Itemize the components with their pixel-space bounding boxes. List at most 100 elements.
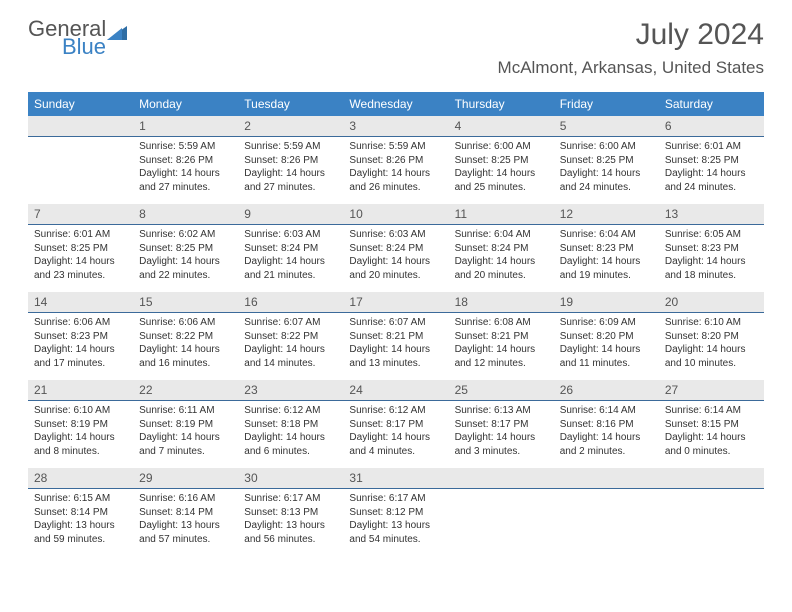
data-cell: Sunrise: 6:05 AMSunset: 8:23 PMDaylight:… [659, 225, 764, 293]
cell-line: and 25 minutes. [455, 181, 548, 195]
cell-line: Sunset: 8:17 PM [455, 418, 548, 432]
cell-line: Daylight: 13 hours [349, 519, 442, 533]
cell-line: and 16 minutes. [139, 357, 232, 371]
daynum-cell: 13 [659, 204, 764, 225]
cell-line: Sunset: 8:23 PM [34, 330, 127, 344]
cell-line: Sunset: 8:21 PM [349, 330, 442, 344]
cell-line: Sunset: 8:25 PM [34, 242, 127, 256]
cell-line: and 18 minutes. [665, 269, 758, 283]
cell-line: Daylight: 14 hours [139, 431, 232, 445]
cell-line: Daylight: 14 hours [455, 167, 548, 181]
dow-cell: Wednesday [343, 92, 448, 116]
cell-line: and 26 minutes. [349, 181, 442, 195]
cell-line: and 8 minutes. [34, 445, 127, 459]
data-cell: Sunrise: 6:08 AMSunset: 8:21 PMDaylight:… [449, 313, 554, 381]
cell-line: Sunrise: 6:17 AM [244, 492, 337, 506]
data-cell: Sunrise: 6:07 AMSunset: 8:21 PMDaylight:… [343, 313, 448, 381]
daynum-cell [659, 468, 764, 489]
daynum-cell: 23 [238, 380, 343, 401]
data-cell: Sunrise: 6:17 AMSunset: 8:13 PMDaylight:… [238, 489, 343, 557]
dow-cell: Thursday [449, 92, 554, 116]
dow-cell: Sunday [28, 92, 133, 116]
cell-line: and 3 minutes. [455, 445, 548, 459]
data-cell: Sunrise: 6:03 AMSunset: 8:24 PMDaylight:… [238, 225, 343, 293]
cell-line: Sunset: 8:23 PM [665, 242, 758, 256]
cell-line: Sunset: 8:14 PM [34, 506, 127, 520]
cell-line: Daylight: 14 hours [665, 343, 758, 357]
dow-cell: Tuesday [238, 92, 343, 116]
daynum-cell: 31 [343, 468, 448, 489]
month-title: July 2024 [498, 18, 764, 52]
cell-line: Sunrise: 6:05 AM [665, 228, 758, 242]
title-block: July 2024 McAlmont, Arkansas, United Sta… [498, 18, 764, 78]
data-cell: Sunrise: 6:11 AMSunset: 8:19 PMDaylight:… [133, 401, 238, 469]
data-cell: Sunrise: 6:03 AMSunset: 8:24 PMDaylight:… [343, 225, 448, 293]
cell-line: and 19 minutes. [560, 269, 653, 283]
logo: General Blue [28, 18, 127, 58]
dow-cell: Friday [554, 92, 659, 116]
cell-line: Sunset: 8:26 PM [244, 154, 337, 168]
data-cell: Sunrise: 6:15 AMSunset: 8:14 PMDaylight:… [28, 489, 133, 557]
cell-line: Sunset: 8:21 PM [455, 330, 548, 344]
daynum-cell: 22 [133, 380, 238, 401]
cell-line: Sunset: 8:26 PM [139, 154, 232, 168]
data-cell: Sunrise: 6:02 AMSunset: 8:25 PMDaylight:… [133, 225, 238, 293]
cell-line: Sunrise: 6:15 AM [34, 492, 127, 506]
cell-line: Daylight: 14 hours [665, 167, 758, 181]
dow-cell: Saturday [659, 92, 764, 116]
data-row: Sunrise: 5:59 AMSunset: 8:26 PMDaylight:… [28, 137, 764, 205]
data-cell: Sunrise: 6:10 AMSunset: 8:20 PMDaylight:… [659, 313, 764, 381]
cell-line: Sunrise: 6:07 AM [349, 316, 442, 330]
cell-line: and 0 minutes. [665, 445, 758, 459]
cell-line: and 13 minutes. [349, 357, 442, 371]
cell-line: Daylight: 13 hours [34, 519, 127, 533]
cell-line: Daylight: 14 hours [455, 431, 548, 445]
daynum-cell: 27 [659, 380, 764, 401]
cell-line: Sunset: 8:18 PM [244, 418, 337, 432]
daynum-cell [554, 468, 659, 489]
daynum-cell: 26 [554, 380, 659, 401]
daynum-cell: 19 [554, 292, 659, 313]
cell-line: Daylight: 14 hours [34, 343, 127, 357]
cell-line: Sunset: 8:24 PM [244, 242, 337, 256]
cell-line: Sunset: 8:15 PM [665, 418, 758, 432]
daynum-cell [449, 468, 554, 489]
cell-line: Daylight: 14 hours [665, 431, 758, 445]
cell-line: and 14 minutes. [244, 357, 337, 371]
cell-line: Sunset: 8:19 PM [139, 418, 232, 432]
cell-line: and 2 minutes. [560, 445, 653, 459]
cell-line: Sunset: 8:20 PM [665, 330, 758, 344]
dow-row: SundayMondayTuesdayWednesdayThursdayFrid… [28, 92, 764, 116]
data-cell: Sunrise: 5:59 AMSunset: 8:26 PMDaylight:… [238, 137, 343, 205]
cell-line: Sunrise: 6:02 AM [139, 228, 232, 242]
daynum-row: 14151617181920 [28, 292, 764, 313]
daynum-cell: 14 [28, 292, 133, 313]
cell-line: Sunrise: 6:01 AM [665, 140, 758, 154]
dow-cell: Monday [133, 92, 238, 116]
daynum-cell [28, 116, 133, 137]
cell-line: and 27 minutes. [244, 181, 337, 195]
cell-line: Sunrise: 5:59 AM [244, 140, 337, 154]
cell-line: Sunrise: 6:12 AM [244, 404, 337, 418]
cell-line: Daylight: 13 hours [244, 519, 337, 533]
cell-line: Sunset: 8:25 PM [455, 154, 548, 168]
data-cell: Sunrise: 6:04 AMSunset: 8:24 PMDaylight:… [449, 225, 554, 293]
cell-line: and 59 minutes. [34, 533, 127, 547]
daynum-cell: 16 [238, 292, 343, 313]
daynum-cell: 29 [133, 468, 238, 489]
daynum-cell: 5 [554, 116, 659, 137]
cell-line: Sunset: 8:24 PM [455, 242, 548, 256]
cell-line: Sunrise: 6:08 AM [455, 316, 548, 330]
data-cell: Sunrise: 6:06 AMSunset: 8:23 PMDaylight:… [28, 313, 133, 381]
cell-line: Daylight: 14 hours [560, 343, 653, 357]
cell-line: and 27 minutes. [139, 181, 232, 195]
daynum-cell: 11 [449, 204, 554, 225]
cell-line: and 10 minutes. [665, 357, 758, 371]
data-cell: Sunrise: 6:00 AMSunset: 8:25 PMDaylight:… [449, 137, 554, 205]
cell-line: Sunset: 8:20 PM [560, 330, 653, 344]
cell-line: and 54 minutes. [349, 533, 442, 547]
cell-line: and 23 minutes. [34, 269, 127, 283]
data-cell: Sunrise: 6:10 AMSunset: 8:19 PMDaylight:… [28, 401, 133, 469]
cell-line: Daylight: 14 hours [244, 167, 337, 181]
cell-line: Sunset: 8:22 PM [139, 330, 232, 344]
